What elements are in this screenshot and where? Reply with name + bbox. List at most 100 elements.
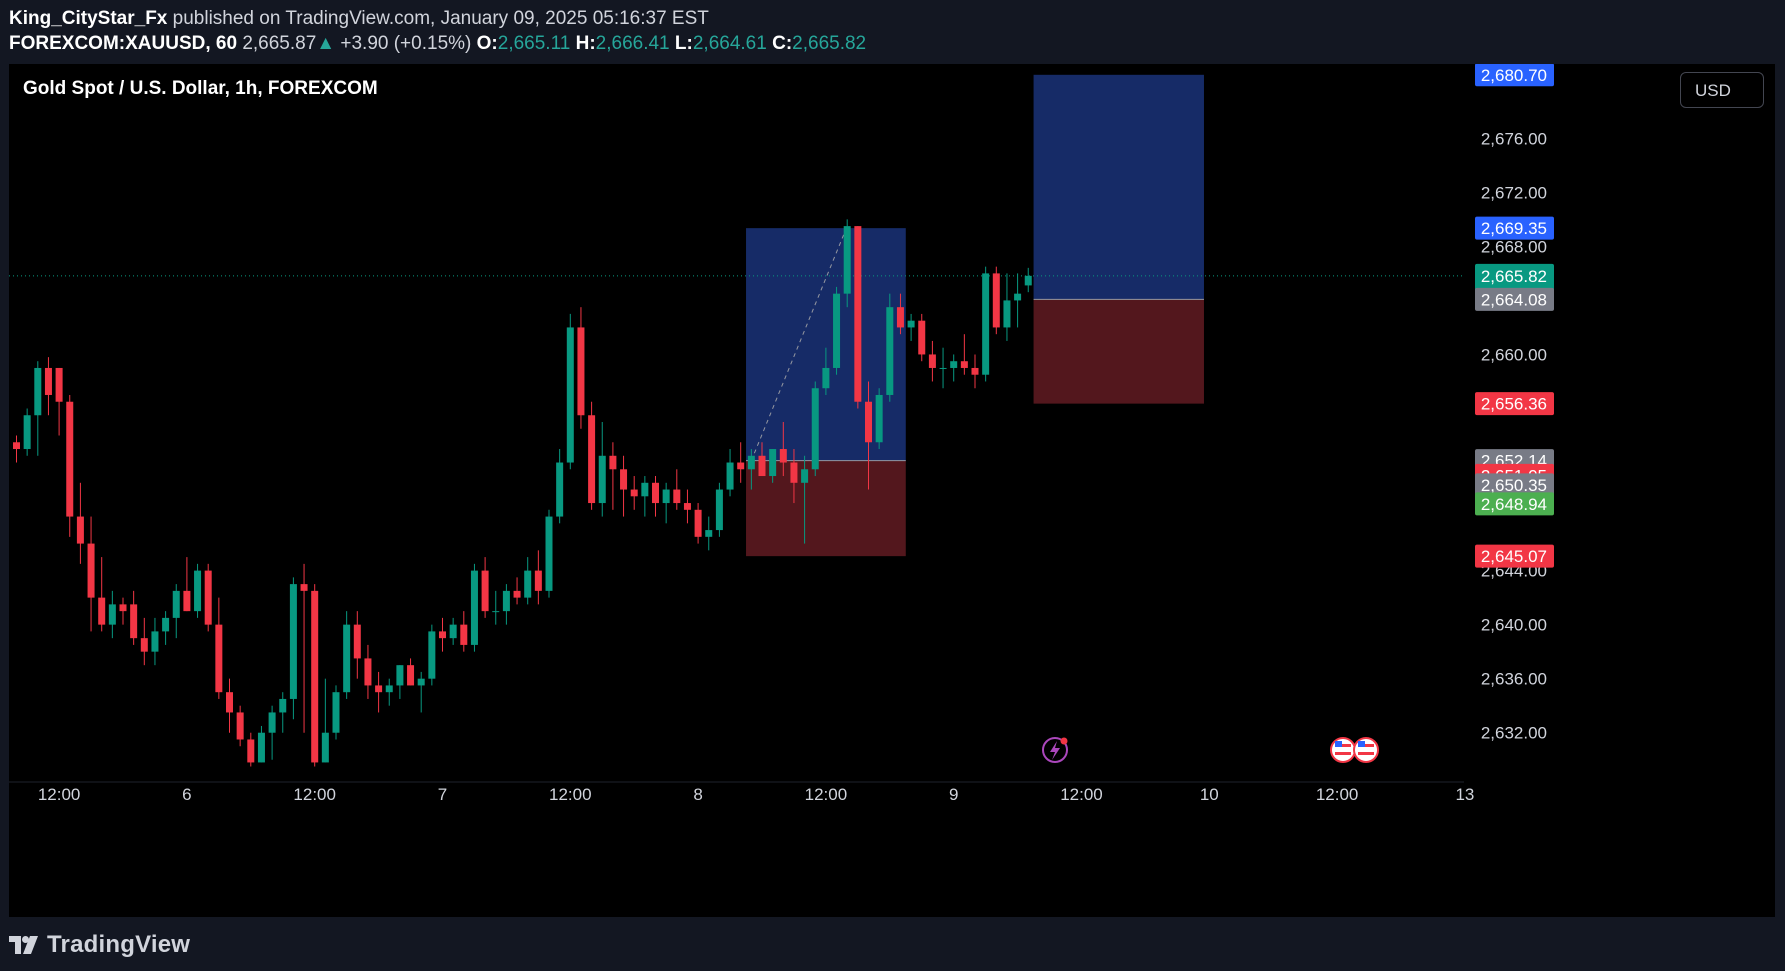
candle-body [226,692,233,713]
flag-canton [1335,741,1342,747]
candle-body [609,455,617,470]
flag-stripe [1335,744,1351,747]
candle-body [76,516,84,544]
candle-body [311,590,319,763]
tradingview-logo-icon [9,936,38,954]
candle-body [620,469,628,490]
chart-panel[interactable]: 2,676.002,672.002,668.002,664.002,660.00… [9,64,1775,917]
candle-body [300,584,308,591]
candle-body [194,570,202,612]
x-tick-label: 6 [182,785,191,804]
candle-body [279,698,287,713]
candle-body [34,367,42,416]
price-tag [1475,473,1554,497]
candle-body [439,631,446,639]
candle-body [236,712,244,740]
candle-body [66,401,74,517]
candle-body [1003,300,1011,328]
candle-body [854,226,862,402]
y-tick-label: 2,672.00 [1481,183,1547,202]
stop-zone-1 [1033,299,1204,404]
price-change: +3.90 (+0.15%) [340,33,472,54]
candle-body [183,590,191,612]
us-flag-event-icon [1330,737,1356,763]
price-tag [1475,64,1554,87]
candle-body [481,570,489,612]
last-price: 2,665.87 [242,33,317,54]
x-tick-label: 10 [1200,785,1219,804]
candle-body [44,367,52,395]
candle-body [886,307,894,395]
low-value: 2,664.61 [692,33,767,54]
candle-body [55,367,63,402]
candle-body [875,394,883,443]
flag-stripe [1358,752,1374,755]
high-value: 2,666.41 [595,33,670,54]
candle-body [683,503,691,510]
up-arrow-icon: ▲ [316,33,336,54]
candle-body [737,462,745,470]
candle-body [534,570,542,591]
candle-body [321,732,329,763]
published-text: published on TradingView.com, January 09… [167,8,709,29]
chart-title: Gold Spot / U.S. Dollar, 1h, FOREXCOM [23,78,378,99]
x-tick-label: 9 [949,785,958,804]
price-tag [1475,544,1554,568]
candle-body [662,489,670,504]
candle-body [577,327,585,416]
candle-body [407,665,415,686]
candle-body [641,482,649,497]
price-tag-label: 2,669.35 [1481,219,1547,238]
candle-body [492,611,500,613]
x-tick-label: 12:00 [1060,785,1103,804]
low-label: L: [674,33,693,54]
tradingview-brand: TradingView [9,930,190,960]
price-tag [1475,287,1554,311]
ohlc-legend: FOREXCOM:XAUUSD, 60 2,665.87▲ +3.90 (+0.… [9,33,866,55]
currency-button[interactable]: USD [1680,72,1764,108]
price-tag [1475,392,1554,416]
candle-body [460,624,468,645]
y-tick-label: 2,660.00 [1481,345,1547,364]
candle-body [928,354,936,368]
event-dot-icon [1060,737,1068,745]
lightning-event-icon [1042,737,1068,763]
close-value: 2,665.82 [792,33,867,54]
candle-body [449,624,457,639]
candle-body [992,273,1000,328]
candle-body [162,617,170,632]
candle-body [1024,275,1032,286]
candle-body [268,712,276,733]
candle-body [822,367,830,389]
price-chart[interactable]: 2,676.002,672.002,668.002,664.002,660.00… [9,64,1775,917]
candle-body [918,320,926,355]
price-tag-label: 2,650.35 [1481,476,1547,495]
candle-body [715,489,723,531]
candle-body [588,415,596,504]
x-tick-label: 12:00 [805,785,848,804]
x-tick-label: 12:00 [549,785,592,804]
candle-body [151,631,159,652]
candle-body [705,530,713,537]
candle-body [130,604,138,639]
candle-body [811,388,819,470]
candle-body [801,469,809,483]
candle-body [364,658,372,686]
candle-body [257,732,265,763]
candle-body [556,462,564,517]
candle-body [652,482,659,504]
candle-body [13,442,20,450]
candle-body [332,692,340,733]
candle-body [87,543,95,598]
publish-info: King_CityStar_Fx published on TradingVie… [9,8,709,30]
candle-body [524,570,532,598]
author-name[interactable]: King_CityStar_Fx [9,8,168,29]
candle-body [843,226,851,294]
candle-body [204,570,212,625]
candle-body [950,361,958,368]
candle-body [428,631,436,679]
price-tag-label: 2,665.82 [1481,267,1547,286]
price-tag-label: 2,664.08 [1481,290,1547,309]
candle-body [758,455,766,477]
candle-body [630,489,638,497]
